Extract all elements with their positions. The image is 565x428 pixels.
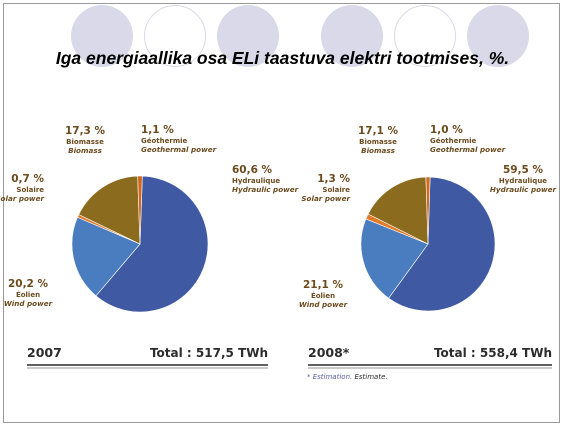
slice-label-en: Hydraulic power <box>490 185 557 194</box>
slice-label-pct: 1,3 % <box>317 173 350 185</box>
pie-slice-geothermal <box>425 176 431 245</box>
slide-frame <box>3 3 560 423</box>
pie-slice-hydraulic <box>388 176 496 312</box>
slice-label-en: Wind power <box>299 300 348 309</box>
slice-label-en: Solar power <box>0 194 44 203</box>
slice-label-pct: 20,2 % <box>8 278 49 290</box>
footnote: * Estimation. Estimate. <box>307 373 388 381</box>
slice-label-fr: Hydraulique <box>232 177 280 185</box>
footnote-estimate: Estimate. <box>354 373 388 381</box>
pie-slice-wind <box>360 218 429 299</box>
slice-label-fr: Géothermie <box>430 137 477 145</box>
slice-label-en: Wind power <box>4 299 53 308</box>
slice-label-fr: Biomasse <box>66 138 104 146</box>
slice-label-en: Biomass <box>68 146 102 155</box>
slice-label-en: Solar power <box>301 194 350 203</box>
slice-label-pct: 60,6 % <box>232 164 273 176</box>
decor-circle <box>144 5 206 67</box>
slice-label-en: Geothermal power <box>141 145 217 154</box>
slice-label-fr: Solaire <box>16 186 44 194</box>
decor-circle <box>394 5 456 67</box>
pie-slice-geothermal <box>137 175 143 245</box>
slice-label-en: Biomass <box>361 146 395 155</box>
chart-year: 2008* <box>308 345 350 360</box>
footnote-estimation: * Estimation. <box>307 373 353 381</box>
slice-label-en: Hydraulic power <box>232 185 299 194</box>
chart-total: Total : 517,5 TWh <box>150 346 268 360</box>
slice-label-fr: Biomasse <box>359 138 397 146</box>
decor-circle <box>217 5 279 67</box>
decor-circle <box>321 5 383 67</box>
pie-slice-hydraulic <box>95 175 209 313</box>
slice-label-pct: 1,0 % <box>430 124 463 136</box>
pie-slice-biomass <box>78 175 141 245</box>
slice-label-pct: 0,7 % <box>11 173 44 185</box>
slice-label-fr: Géothermie <box>141 137 188 145</box>
slice-label-en: Geothermal power <box>430 145 506 154</box>
slice-label-pct: 17,3 % <box>65 125 106 137</box>
slice-label-fr: Éolien <box>16 290 40 299</box>
slice-label-pct: 17,1 % <box>358 125 399 137</box>
decor-circle <box>71 5 133 67</box>
pie-slice-biomass <box>367 176 429 245</box>
slice-label-pct: 21,1 % <box>303 279 344 291</box>
decor-circle <box>467 5 529 67</box>
slide-title: Iga energiaallika osa ELi taastuva elekt… <box>55 48 510 68</box>
slice-label-fr: Éolien <box>311 291 335 300</box>
slice-label-pct: 1,1 % <box>141 124 174 136</box>
chart-year: 2007 <box>27 345 62 360</box>
chart-total: Total : 558,4 TWh <box>434 346 552 360</box>
slice-label-fr: Solaire <box>322 186 350 194</box>
slice-label-pct: 59,5 % <box>503 164 544 176</box>
slice-label-fr: Hydraulique <box>499 177 547 185</box>
